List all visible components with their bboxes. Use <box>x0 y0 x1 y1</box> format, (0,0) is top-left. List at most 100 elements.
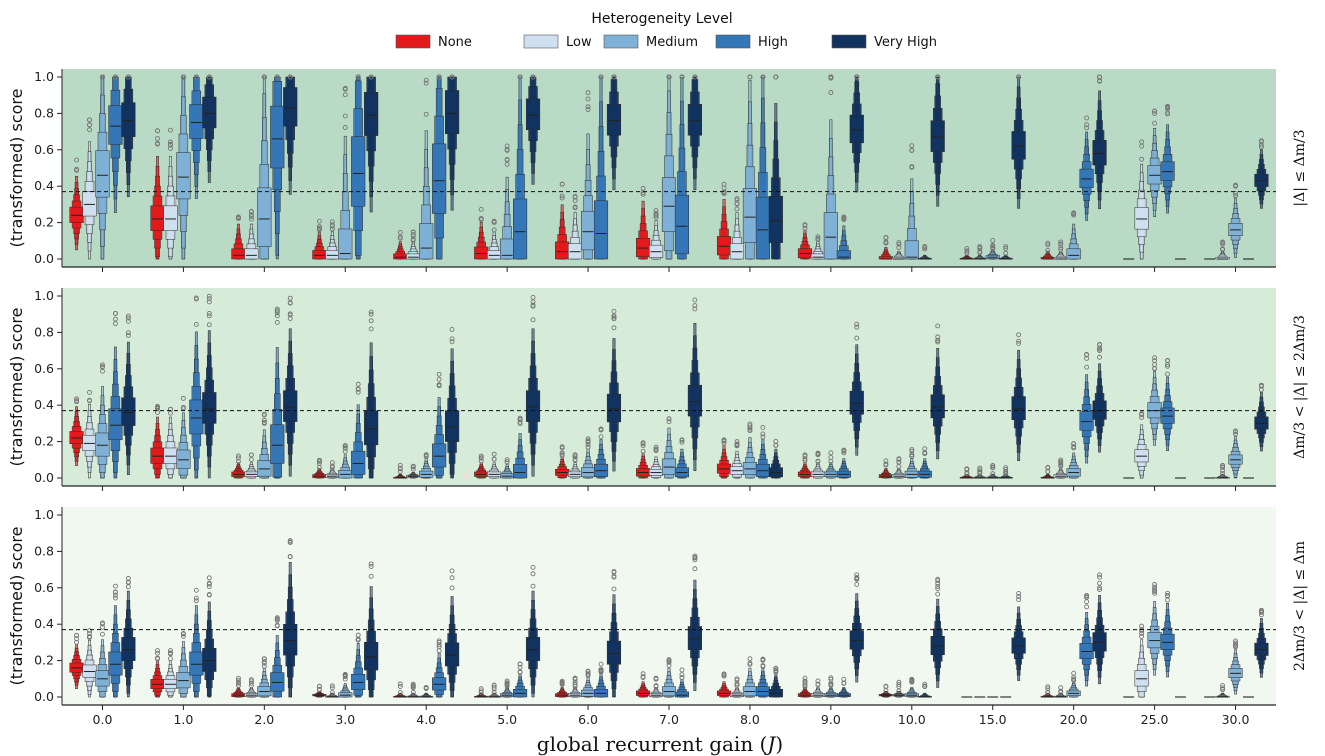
outlier-point <box>760 431 766 437</box>
outlier-point <box>666 658 672 663</box>
boxen-group <box>687 553 702 691</box>
boxen-group <box>500 678 515 698</box>
outlier-point <box>909 147 915 153</box>
boxen-group <box>150 648 165 698</box>
outlier-point <box>180 633 186 639</box>
boxen-group <box>648 444 664 479</box>
boxen-group <box>917 244 932 260</box>
outlier-point <box>436 74 442 80</box>
outlier-point <box>287 316 293 322</box>
outlier-point <box>1233 640 1238 646</box>
outlier-point <box>1016 74 1022 80</box>
outlier-point <box>734 682 740 688</box>
outlier-point <box>206 313 212 319</box>
outlier-point <box>854 581 860 587</box>
boxen-group <box>525 564 541 698</box>
outlier-point <box>261 420 267 426</box>
boxen-group <box>351 381 366 479</box>
outlier-point <box>1045 242 1051 248</box>
outlier-point <box>896 240 902 246</box>
outlier-point <box>679 672 685 678</box>
boxen-level <box>555 241 570 260</box>
boxen-group <box>231 453 246 479</box>
x-tick-label: 10.0 <box>898 712 926 727</box>
outlier-point <box>100 621 105 627</box>
boxen-level <box>1079 411 1094 431</box>
outlier-point <box>585 96 591 102</box>
outlier-point <box>559 452 565 458</box>
outlier-point <box>611 574 617 580</box>
outlier-point <box>168 406 173 412</box>
boxen-group <box>1147 108 1162 218</box>
outlier-point <box>235 215 241 221</box>
outlier-point <box>478 688 484 694</box>
outlier-point <box>112 592 118 598</box>
outlier-point <box>1045 686 1051 692</box>
outlier-point <box>112 311 118 316</box>
outlier-point <box>180 74 186 80</box>
outlier-point <box>1058 241 1064 247</box>
boxen-group <box>648 208 664 260</box>
outlier-point <box>329 460 335 466</box>
legend-swatch <box>395 34 431 49</box>
boxen-level <box>687 626 702 650</box>
boxen-group <box>716 671 732 698</box>
boxen-level <box>525 98 541 131</box>
outlier-point <box>168 145 173 151</box>
outlier-point <box>261 660 267 666</box>
boxen-group <box>244 208 259 260</box>
outlier-point <box>504 148 510 153</box>
outlier-point <box>1139 623 1145 629</box>
boxen-level <box>716 236 732 256</box>
boxen-group <box>406 681 421 698</box>
outlier-point <box>828 74 834 80</box>
outlier-point <box>679 437 685 443</box>
outlier-point <box>990 463 996 469</box>
outlier-point <box>1152 365 1158 371</box>
boxen-level <box>364 410 379 446</box>
boxen-group <box>849 572 864 683</box>
boxen-group <box>445 568 460 698</box>
boxen-group <box>1079 115 1094 221</box>
outlier-point <box>193 587 199 593</box>
boxen-group <box>1254 138 1269 209</box>
y-tick-label: 0.8 <box>34 105 54 120</box>
boxen-group <box>1215 239 1230 260</box>
outlier-point <box>1058 247 1064 252</box>
outlier-point <box>155 655 160 661</box>
outlier-point <box>180 395 186 401</box>
outlier-point <box>854 321 860 327</box>
outlier-point <box>572 681 578 687</box>
outlier-point <box>355 74 361 80</box>
boxen-group <box>1254 382 1269 452</box>
outlier-point <box>734 677 740 683</box>
outlier-point <box>896 245 902 250</box>
outlier-point <box>436 371 442 377</box>
outlier-point <box>397 469 403 474</box>
boxen-group <box>823 450 838 479</box>
outlier-point <box>572 679 578 685</box>
outlier-point <box>235 680 241 686</box>
boxen-level <box>1011 396 1026 421</box>
outlier-point <box>679 667 685 673</box>
outlier-point <box>287 311 293 317</box>
outlier-point <box>112 583 118 589</box>
boxen-group <box>95 74 110 260</box>
boxen-group <box>836 447 851 479</box>
outlier-point <box>491 456 497 462</box>
outlier-point <box>1084 592 1090 598</box>
boxen-level <box>513 464 528 479</box>
outlier-point <box>747 425 753 431</box>
boxen-group <box>904 676 919 698</box>
outlier-point <box>504 459 510 465</box>
boxen-group <box>836 214 851 260</box>
outlier-point <box>935 591 941 597</box>
boxen-group <box>930 74 945 207</box>
legend-label: High <box>758 35 788 50</box>
outlier-point <box>1152 589 1158 594</box>
outlier-point <box>598 669 604 675</box>
outlier-point <box>530 299 536 305</box>
boxen-group <box>606 308 622 472</box>
boxen-level <box>121 397 136 426</box>
outlier-point <box>436 648 442 654</box>
